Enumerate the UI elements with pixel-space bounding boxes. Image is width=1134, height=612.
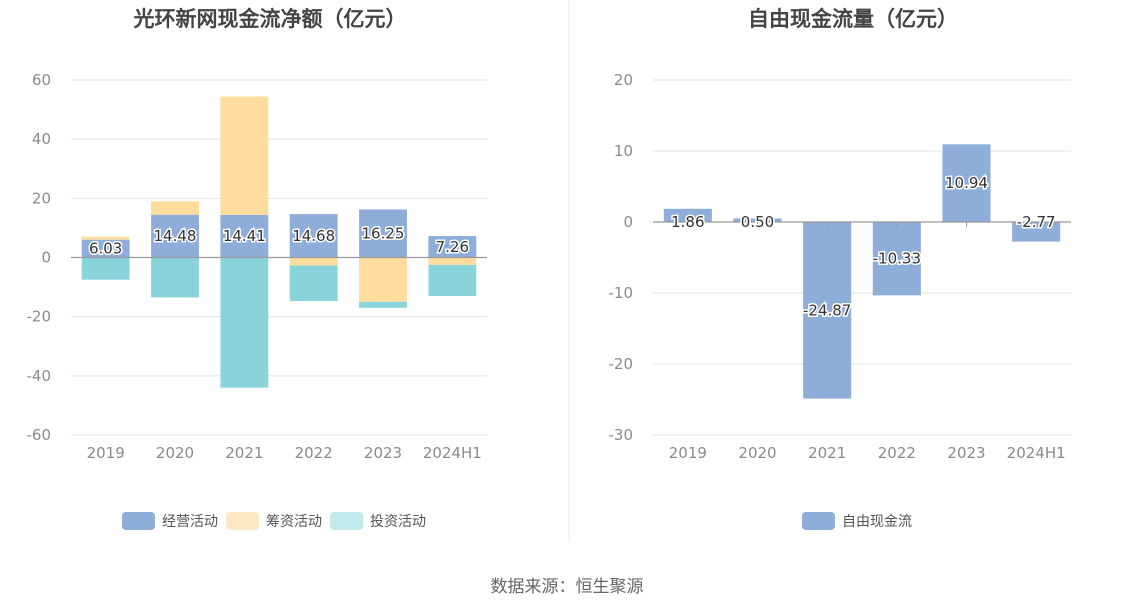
bar-1 bbox=[803, 222, 852, 399]
x-tick-label: 2023 bbox=[947, 444, 985, 462]
y-tick-label: -10 bbox=[609, 284, 634, 302]
y-tick-label: -20 bbox=[27, 308, 52, 326]
bar-3 bbox=[289, 265, 338, 301]
legend-label: 经营活动 bbox=[162, 514, 218, 530]
data-label: -2.77 bbox=[1017, 213, 1056, 231]
bar-3 bbox=[81, 257, 130, 280]
y-tick-label: -30 bbox=[609, 426, 634, 444]
data-label: 10.94 bbox=[945, 174, 988, 192]
chart-title: 光环新网现金流净额（亿元） bbox=[133, 7, 407, 31]
x-tick-label: 2020 bbox=[738, 444, 776, 462]
legend-swatch bbox=[802, 512, 835, 530]
bar-3 bbox=[359, 301, 407, 308]
legend-label: 自由现金流 bbox=[842, 514, 912, 530]
data-label: 14.68 bbox=[292, 227, 335, 245]
bar-3 bbox=[151, 257, 199, 298]
bar-1 bbox=[359, 209, 407, 258]
x-tick-label: 2021 bbox=[225, 444, 263, 462]
y-tick-label: -40 bbox=[27, 367, 52, 385]
bar-2 bbox=[220, 96, 269, 215]
x-tick-label: 2020 bbox=[156, 444, 194, 462]
bar-2 bbox=[81, 236, 130, 240]
data-label: 14.48 bbox=[154, 227, 197, 245]
bar-1 bbox=[1012, 222, 1061, 242]
cash-flow-net-chart: 光环新网现金流净额（亿元） 60 40 20 0 -20 -40 -60 2019 2020 202… bbox=[27, 7, 487, 530]
bar-1 bbox=[151, 214, 199, 258]
x-tick-label: 2019 bbox=[669, 444, 707, 462]
x-tick-label: 2022 bbox=[295, 444, 333, 462]
bar-1 bbox=[289, 214, 338, 258]
x-tick-label: 2019 bbox=[87, 444, 125, 462]
y-tick-label: 60 bbox=[32, 71, 51, 89]
y-tick-label: 0 bbox=[623, 213, 633, 231]
bar-2 bbox=[289, 257, 338, 266]
data-label: 14.41 bbox=[223, 227, 266, 245]
y-tick-label: 40 bbox=[32, 130, 51, 148]
data-label: 7.26 bbox=[436, 238, 469, 256]
y-tick-label: -20 bbox=[609, 355, 634, 373]
bar-1 bbox=[428, 236, 477, 258]
free-cash-flow-chart: 自由现金流量（亿元） 20 10 0 -10 -20 -30 2019 2020 2021 2022… bbox=[609, 7, 1071, 530]
data-label: -24.87 bbox=[803, 301, 851, 319]
legend-swatch bbox=[226, 512, 259, 530]
x-tick-label: 2021 bbox=[808, 444, 846, 462]
legend-label: 投资活动 bbox=[370, 514, 426, 530]
chart-title: 自由现金流量（亿元） bbox=[748, 7, 958, 31]
bar-1 bbox=[733, 218, 782, 222]
legend-swatch bbox=[122, 512, 155, 530]
legend-swatch bbox=[330, 512, 363, 530]
data-label: 1.86 bbox=[671, 213, 704, 231]
bar-1 bbox=[81, 239, 130, 258]
bar-2 bbox=[428, 257, 477, 265]
x-tick-label: 2024H1 bbox=[1007, 444, 1066, 462]
data-label: 6.03 bbox=[89, 240, 122, 258]
legend-label: 筹资活动 bbox=[266, 513, 322, 530]
bar-2 bbox=[151, 201, 199, 215]
bar-1 bbox=[942, 144, 991, 222]
y-tick-label: 0 bbox=[41, 249, 51, 267]
bar-1 bbox=[663, 208, 712, 222]
x-tick-label: 2022 bbox=[878, 444, 916, 462]
x-tick-label: 2024H1 bbox=[423, 444, 482, 462]
data-label: 0.50 bbox=[741, 213, 774, 231]
bar-1 bbox=[220, 214, 269, 258]
y-tick-label: 10 bbox=[614, 142, 633, 160]
bar-3 bbox=[428, 264, 477, 296]
data-label: 16.25 bbox=[362, 224, 405, 242]
y-tick-label: -60 bbox=[27, 426, 52, 444]
bar-3 bbox=[220, 257, 269, 388]
y-tick-label: 20 bbox=[32, 189, 51, 207]
data-label: -10.33 bbox=[873, 250, 921, 268]
bar-1 bbox=[872, 222, 921, 296]
x-tick-label: 2023 bbox=[364, 444, 402, 462]
y-tick-label: 20 bbox=[614, 71, 633, 89]
data-source-label: 数据来源：恒生聚源 bbox=[491, 577, 644, 597]
bar-2 bbox=[359, 257, 407, 302]
